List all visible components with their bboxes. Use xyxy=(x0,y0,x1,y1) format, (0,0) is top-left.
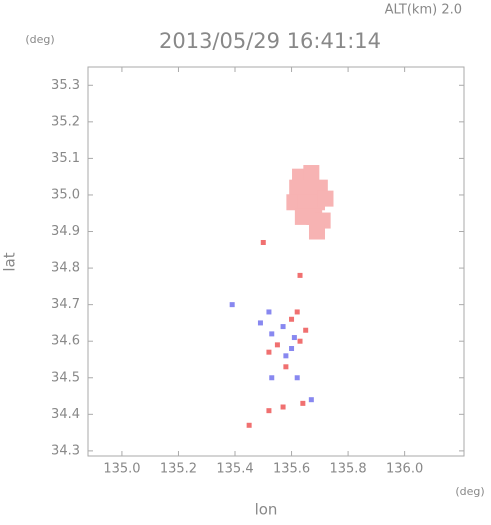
echo-cell xyxy=(283,364,289,370)
x-tick-label: 135.2 xyxy=(160,462,197,477)
echo-cell xyxy=(308,397,314,403)
echo-cell xyxy=(303,327,309,333)
echo-cell xyxy=(291,335,297,341)
y-tick-label: 34.6 xyxy=(51,334,80,349)
echo-cell xyxy=(289,316,295,322)
y-tick-label: 34.7 xyxy=(51,297,80,312)
x-axis-label: lon xyxy=(255,501,278,519)
echo-cell xyxy=(274,342,280,348)
echo-cell xyxy=(266,408,272,414)
x-tick-label: 135.0 xyxy=(103,462,140,477)
echo-cell xyxy=(297,272,303,278)
chart-subtitle: ALT(km) 2.0 xyxy=(385,3,462,18)
echo-cell xyxy=(257,320,263,326)
y-tick-label: 35.2 xyxy=(51,114,80,129)
echo-cell xyxy=(317,190,334,207)
echo-cell xyxy=(269,331,275,337)
y-tick-label: 34.5 xyxy=(51,370,80,385)
echo-cell xyxy=(294,309,300,315)
y-tick-label: 35.0 xyxy=(51,187,80,202)
x-tick-label: 135.8 xyxy=(329,462,366,477)
y-tick-label: 34.3 xyxy=(51,443,80,458)
x-tick-label: 135.6 xyxy=(273,462,310,477)
x-tick-label: 135.4 xyxy=(216,462,253,477)
y-tick-label: 35.1 xyxy=(51,151,80,166)
y-tick-label: 34.4 xyxy=(51,407,80,422)
y-axis-label: lat xyxy=(1,252,19,271)
echo-cell xyxy=(294,375,300,381)
y-tick-label: 34.8 xyxy=(51,261,80,276)
echo-cell xyxy=(283,353,289,359)
x-tick-label: 136.0 xyxy=(386,462,423,477)
y-tick-label: 35.3 xyxy=(51,78,80,93)
echo-cell xyxy=(308,223,325,240)
echo-cell xyxy=(303,165,320,182)
echo-cell xyxy=(266,309,272,315)
y-unit: (deg) xyxy=(25,33,54,46)
echo-cell xyxy=(280,404,286,410)
echo-cell xyxy=(269,375,275,381)
echo-cell xyxy=(289,346,295,352)
echo-cell xyxy=(246,422,252,428)
plot-frame xyxy=(87,66,465,457)
echo-cell xyxy=(280,324,286,330)
echo-cell xyxy=(300,400,306,406)
echo-cell xyxy=(297,338,303,344)
chart-title: 2013/05/29 16:41:14 xyxy=(159,29,381,53)
echo-cell xyxy=(229,302,235,308)
y-tick-label: 34.9 xyxy=(51,224,80,239)
x-unit: (deg) xyxy=(455,485,484,498)
echo-cell xyxy=(266,349,272,355)
echo-cell xyxy=(260,239,266,245)
